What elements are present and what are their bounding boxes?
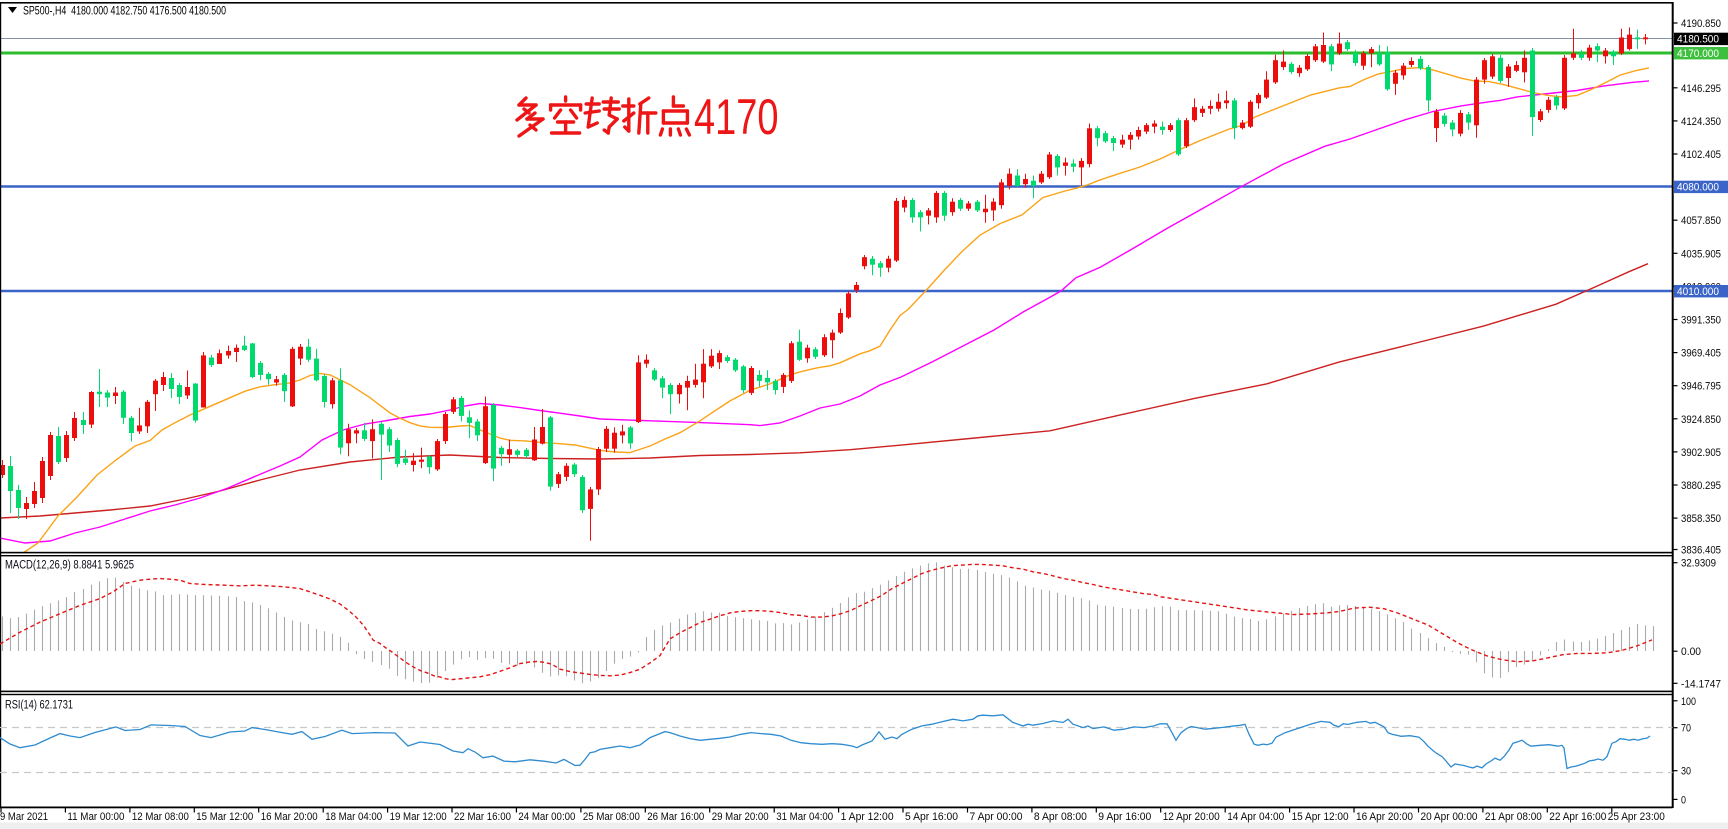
svg-text:29 Mar 20:00: 29 Mar 20:00: [712, 811, 769, 823]
svg-text:1 Apr 12:00: 1 Apr 12:00: [841, 811, 894, 823]
svg-text:11 Mar 00:00: 11 Mar 00:00: [67, 811, 124, 823]
svg-text:19 Mar 12:00: 19 Mar 12:00: [390, 811, 447, 823]
svg-text:9 Mar 2021: 9 Mar 2021: [0, 811, 48, 823]
svg-text:25 Mar 08:00: 25 Mar 08:00: [583, 811, 640, 823]
svg-text:4010.000: 4010.000: [1677, 286, 1719, 298]
svg-text:-14.1747: -14.1747: [1681, 678, 1721, 690]
svg-text:4035.905: 4035.905: [1681, 248, 1721, 260]
svg-text:0: 0: [1681, 794, 1686, 806]
svg-text:3902.905: 3902.905: [1681, 447, 1721, 459]
svg-text:4180.500: 4180.500: [1677, 34, 1719, 46]
svg-text:3924.850: 3924.850: [1681, 414, 1721, 426]
svg-text:8 Apr 08:00: 8 Apr 08:00: [1034, 811, 1087, 823]
svg-text:MACD(12,26,9) 8.8841 5.9625: MACD(12,26,9) 8.8841 5.9625: [5, 560, 134, 572]
svg-text:15 Apr 12:00: 15 Apr 12:00: [1292, 811, 1349, 823]
svg-text:3836.405: 3836.405: [1681, 545, 1721, 557]
svg-text:12 Mar 08:00: 12 Mar 08:00: [132, 811, 189, 823]
svg-text:4190.850: 4190.850: [1681, 18, 1721, 30]
svg-text:70: 70: [1681, 723, 1691, 735]
svg-text:5 Apr 16:00: 5 Apr 16:00: [905, 811, 958, 823]
svg-text:14 Apr 04:00: 14 Apr 04:00: [1227, 811, 1284, 823]
svg-text:4146.295: 4146.295: [1681, 83, 1721, 95]
svg-text:22 Mar 16:00: 22 Mar 16:00: [454, 811, 511, 823]
svg-text:30: 30: [1681, 766, 1691, 778]
svg-text:32.9309: 32.9309: [1681, 558, 1716, 570]
svg-text:21 Apr 08:00: 21 Apr 08:00: [1485, 811, 1542, 823]
svg-text:0.00: 0.00: [1681, 646, 1701, 658]
svg-text:12 Apr 20:00: 12 Apr 20:00: [1163, 811, 1220, 823]
svg-text:9 Apr 16:00: 9 Apr 16:00: [1098, 811, 1151, 823]
svg-text:16 Mar 20:00: 16 Mar 20:00: [261, 811, 318, 823]
svg-text:15 Mar 12:00: 15 Mar 12:00: [196, 811, 253, 823]
svg-text:4170.000: 4170.000: [1677, 48, 1719, 60]
svg-text:SP500-,H4 4180.000 4182.750 4: SP500-,H4 4180.000 4182.750 4176.500 418…: [23, 4, 226, 18]
svg-text:3880.295: 3880.295: [1681, 480, 1721, 492]
svg-text:26 Mar 16:00: 26 Mar 16:00: [647, 811, 704, 823]
svg-text:4170: 4170: [694, 90, 779, 145]
svg-text:24 Mar 00:00: 24 Mar 00:00: [518, 811, 575, 823]
svg-text:4057.850: 4057.850: [1681, 215, 1721, 227]
svg-text:25 Apr 23:00: 25 Apr 23:00: [1608, 811, 1665, 823]
svg-text:4124.350: 4124.350: [1681, 116, 1721, 128]
svg-text:22 Apr 16:00: 22 Apr 16:00: [1549, 811, 1606, 823]
svg-text:100: 100: [1681, 696, 1696, 708]
svg-text:3969.405: 3969.405: [1681, 348, 1721, 360]
svg-text:18 Mar 04:00: 18 Mar 04:00: [325, 811, 382, 823]
svg-text:4102.405: 4102.405: [1681, 149, 1721, 161]
svg-text:7 Apr 00:00: 7 Apr 00:00: [970, 811, 1023, 823]
svg-text:31 Mar 04:00: 31 Mar 04:00: [776, 811, 833, 823]
svg-text:3946.795: 3946.795: [1681, 381, 1721, 393]
svg-text:16 Apr 20:00: 16 Apr 20:00: [1356, 811, 1413, 823]
svg-text:3858.350: 3858.350: [1681, 513, 1721, 525]
svg-text:20 Apr 00:00: 20 Apr 00:00: [1421, 811, 1478, 823]
svg-text:RSI(14) 62.1731: RSI(14) 62.1731: [5, 700, 73, 712]
svg-text:3991.350: 3991.350: [1681, 315, 1721, 327]
svg-text:4080.000: 4080.000: [1677, 182, 1719, 194]
